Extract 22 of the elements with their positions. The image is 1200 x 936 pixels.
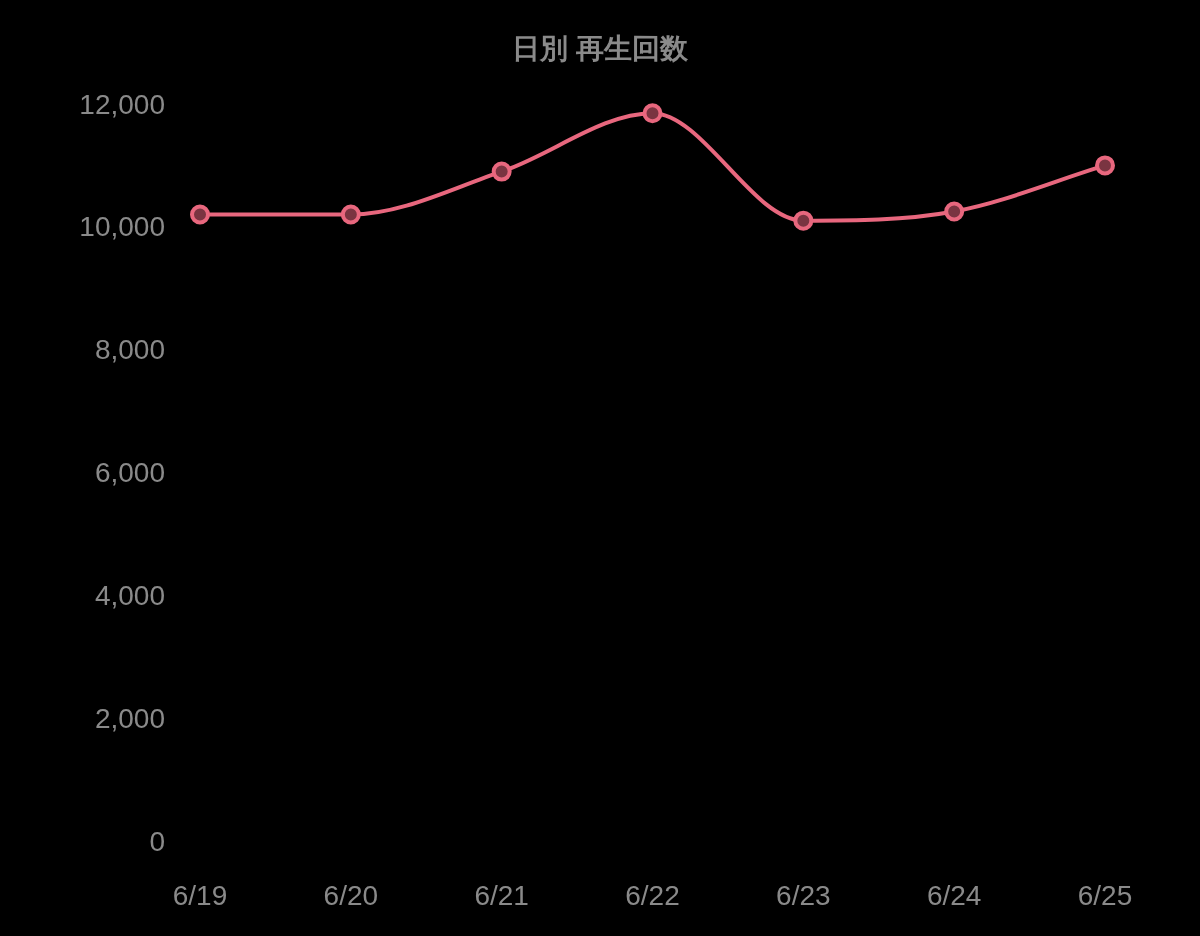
point <box>642 103 663 124</box>
point <box>1095 155 1115 176</box>
point <box>190 204 210 225</box>
y-tick-label: 12,000 <box>79 88 165 120</box>
point <box>491 161 512 182</box>
y-tick-label: 6,000 <box>94 457 165 488</box>
x-tick-label: 6/22 <box>625 879 680 911</box>
chart-title: 日別 再生回数 <box>512 33 689 64</box>
x-tick-label: 6/20 <box>323 879 379 911</box>
x-tick-label: 6/21 <box>474 879 529 911</box>
point <box>944 201 965 222</box>
point <box>340 204 361 225</box>
x-tick-label: 6/25 <box>1077 879 1133 911</box>
y-tick-label: 4,000 <box>94 579 165 611</box>
y-tick-label: 10,000 <box>79 211 165 243</box>
x-tick-label: 6/23 <box>776 879 831 911</box>
point <box>793 210 814 231</box>
y-tick-label: 0 <box>149 825 165 857</box>
y-tick-label: 2,000 <box>94 702 165 734</box>
y-tick-label: 8,000 <box>94 334 165 366</box>
x-tick-label: 6/24 <box>926 879 982 911</box>
x-tick-label: 6/19 <box>172 879 228 911</box>
